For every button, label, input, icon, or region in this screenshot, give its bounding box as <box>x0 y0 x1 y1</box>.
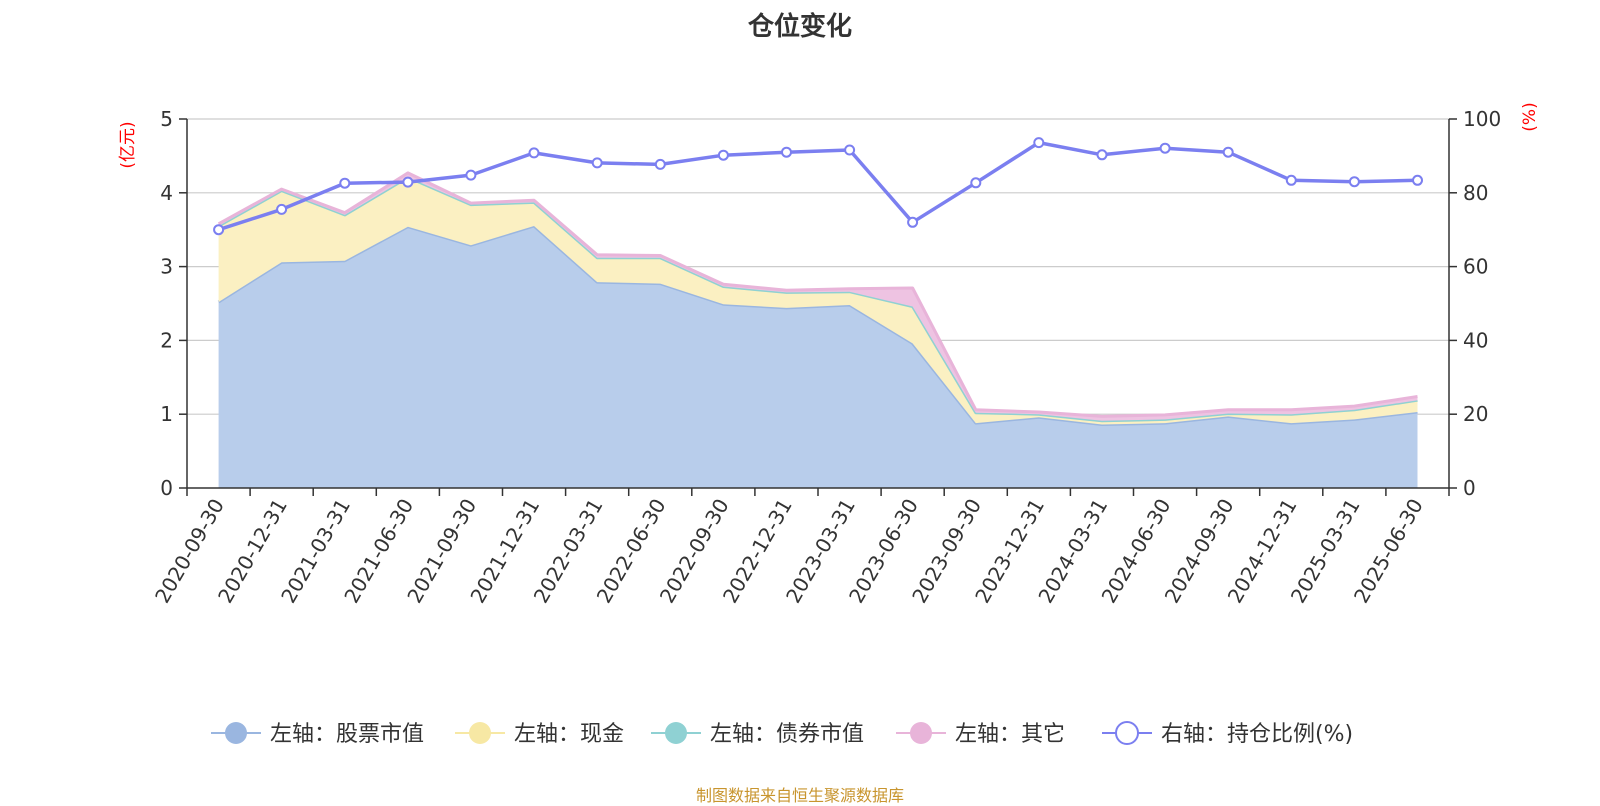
legend-marker <box>1115 721 1139 745</box>
right-axis-tick-label: 60 <box>1463 255 1488 279</box>
ratio-point <box>1159 142 1171 154</box>
data-source-note: 制图数据来自恒生聚源数据库 <box>695 786 904 805</box>
ratio-point <box>1348 176 1360 188</box>
ratio-point <box>339 177 351 189</box>
ratio-point <box>1412 174 1423 186</box>
ratio-point <box>213 224 225 236</box>
legend-label: 左轴：现金 <box>514 722 624 747</box>
left-axis-tick-label: 0 <box>160 476 173 500</box>
ratio-point <box>528 147 540 159</box>
right-axis-tick-label: 40 <box>1463 328 1488 352</box>
left-axis-tick-label: 5 <box>160 107 173 131</box>
ratio-point <box>1222 146 1234 158</box>
ratio-line <box>218 140 1418 232</box>
ratio-point <box>781 146 792 158</box>
area-3-line <box>217 171 1418 418</box>
legend-item: 左轴：其它 <box>896 722 1065 747</box>
ratio-point <box>1285 174 1297 186</box>
right-axis-tick-label: 100 <box>1463 107 1501 131</box>
ratio-point <box>1033 137 1045 149</box>
legend-label: 左轴：债券市值 <box>710 722 864 747</box>
legend-label: 左轴：其它 <box>955 722 1065 747</box>
ratio-point <box>402 176 414 188</box>
ratio-point <box>717 149 729 161</box>
right-axis-tick-label: 0 <box>1463 476 1476 500</box>
legend-item: 左轴：现金 <box>455 722 624 747</box>
legend-marker <box>469 722 491 744</box>
legend-item: 左轴：股票市值 <box>211 722 424 747</box>
left-axis-tick-label: 4 <box>160 181 173 205</box>
left-axis-unit: (亿元) <box>118 121 138 168</box>
ratio-point <box>1096 149 1108 161</box>
legend-marker <box>665 722 687 744</box>
ratio-line-series <box>213 137 1423 236</box>
area-0-line <box>217 224 1418 426</box>
legend-item: 右轴：持仓比例(%) <box>1102 721 1353 747</box>
right-axis-tick-label: 20 <box>1463 402 1488 426</box>
ratio-point <box>591 157 603 169</box>
ratio-point <box>970 177 982 189</box>
ratio-point <box>465 169 477 181</box>
ratio-point <box>844 144 856 156</box>
right-axis-tick-label: 80 <box>1463 181 1488 205</box>
area-1-fill <box>218 177 1418 425</box>
legend: 左轴：股票市值 左轴：现金 左轴：债券市值 左轴：其它 右轴：持仓比例(%) <box>211 721 1353 747</box>
legend-label: 左轴：股票市值 <box>270 722 424 747</box>
left-axis-tick-label: 3 <box>160 255 173 279</box>
chart-title: 仓位变化 <box>747 12 852 42</box>
legend-item: 左轴：债券市值 <box>651 722 864 747</box>
ratio-point <box>654 158 666 170</box>
right-axis-unit: (%) <box>1520 102 1540 131</box>
left-axis-tick-label: 1 <box>160 402 173 426</box>
legend-label: 右轴：持仓比例(%) <box>1161 722 1353 747</box>
stacked-areas <box>217 171 1418 488</box>
area-0-fill <box>218 226 1418 488</box>
legend-marker <box>225 722 247 744</box>
legend-marker <box>910 722 932 744</box>
ratio-point <box>907 216 919 228</box>
left-axis-tick-label: 2 <box>160 328 173 352</box>
ratio-point <box>276 203 288 215</box>
